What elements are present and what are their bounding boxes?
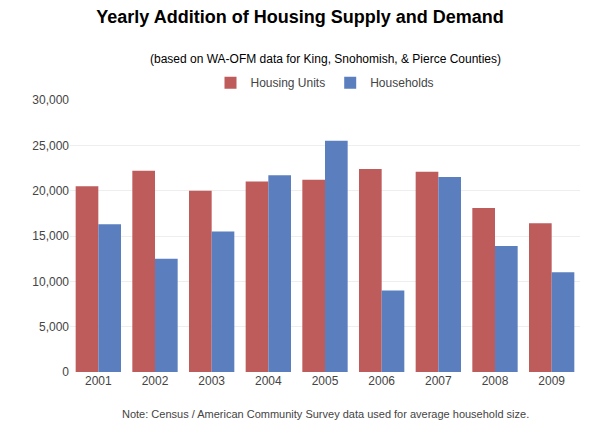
svg-text:30,000: 30,000 (32, 93, 69, 107)
svg-text:Yearly Addition of Housing Sup: Yearly Addition of Housing Supply and De… (96, 7, 503, 27)
svg-text:2005: 2005 (312, 374, 339, 388)
svg-text:2007: 2007 (425, 374, 452, 388)
svg-text:20,000: 20,000 (32, 184, 69, 198)
svg-text:2003: 2003 (198, 374, 225, 388)
svg-text:2002: 2002 (142, 374, 169, 388)
svg-text:2004: 2004 (255, 374, 282, 388)
svg-text:25,000: 25,000 (32, 139, 69, 153)
svg-text:(based on WA-OFM data for King: (based on WA-OFM data for King, Snohomis… (150, 52, 501, 66)
svg-text:0: 0 (62, 365, 69, 379)
svg-text:Households: Households (370, 76, 433, 90)
svg-text:2009: 2009 (538, 374, 565, 388)
svg-text:15,000: 15,000 (32, 229, 69, 243)
svg-text:5,000: 5,000 (39, 320, 69, 334)
svg-text:Note: Census / American Commun: Note: Census / American Community Survey… (122, 408, 529, 420)
svg-text:2008: 2008 (482, 374, 509, 388)
svg-text:Housing Units: Housing Units (251, 76, 326, 90)
svg-text:2001: 2001 (85, 374, 112, 388)
svg-text:2006: 2006 (368, 374, 395, 388)
svg-text:10,000: 10,000 (32, 275, 69, 289)
